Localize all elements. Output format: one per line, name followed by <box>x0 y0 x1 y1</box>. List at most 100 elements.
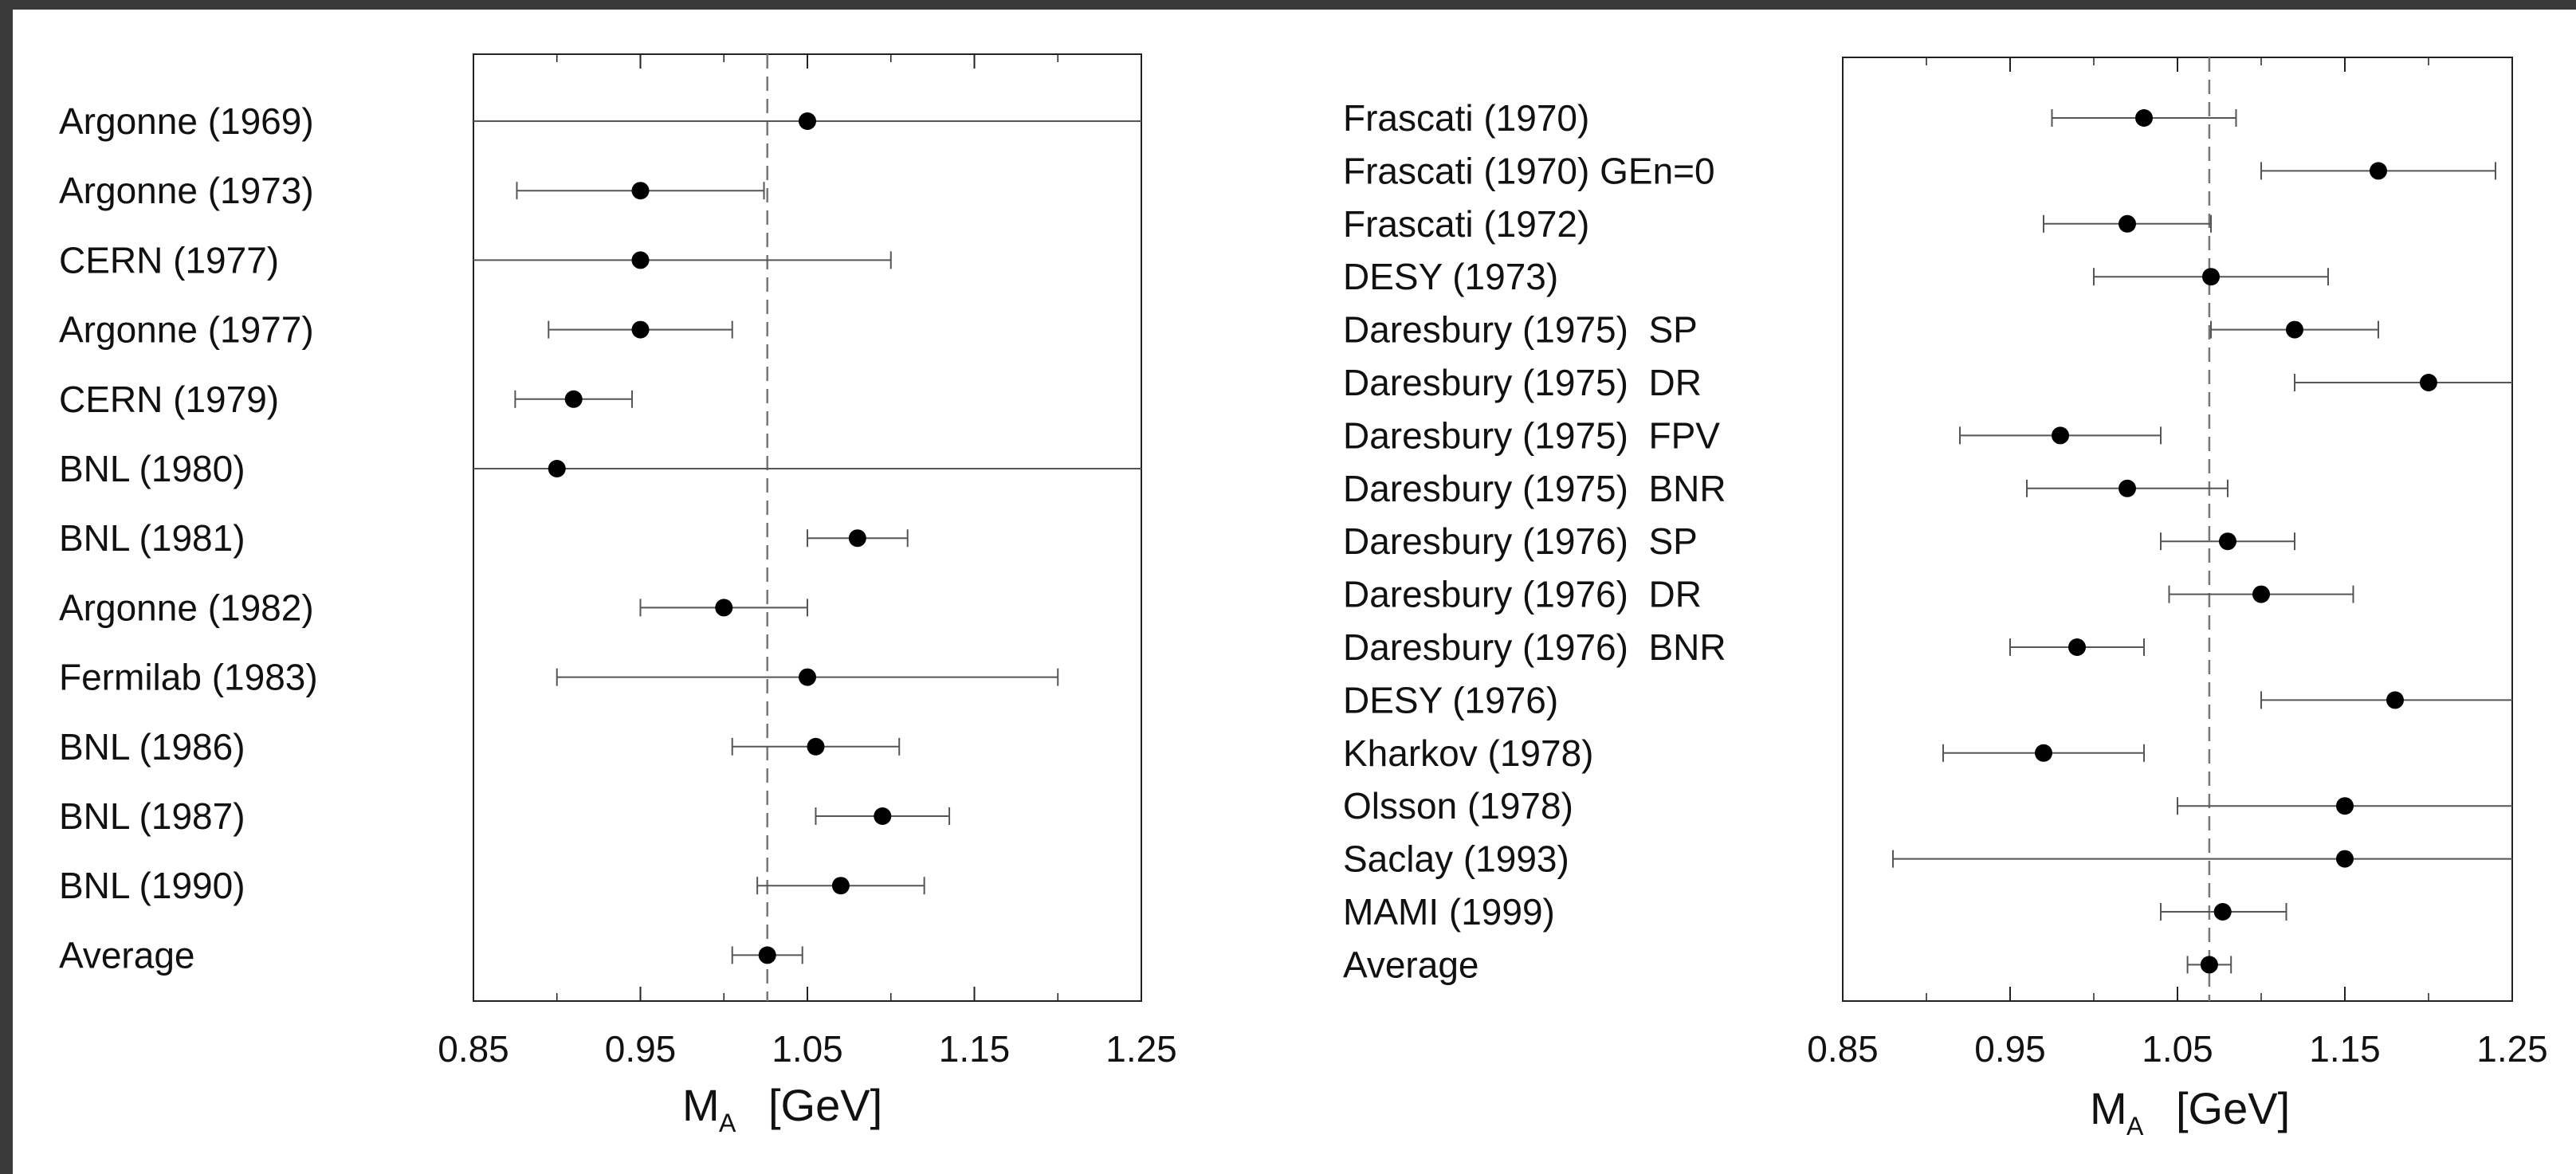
data-point <box>2202 268 2220 286</box>
row-label: Argonne (1982) <box>59 587 314 628</box>
data-point <box>631 320 650 339</box>
data-row: Kharkov (1978) <box>1343 732 2145 774</box>
chart-panel-1: 0.85 0.95 1.05 1.15 1.25 Argonne (1969) Argonn… <box>59 53 1177 1137</box>
row-label: DESY (1976) <box>1343 679 1558 720</box>
row-label: BNL (1987) <box>59 795 245 837</box>
data-row: Average <box>1343 944 2232 985</box>
row-label: BNL (1990) <box>59 865 245 906</box>
row-label: Daresbury (1976) BNR <box>1343 626 1726 668</box>
data-row: Frascati (1970) <box>1343 97 2237 139</box>
row-label: DESY (1973) <box>1343 256 1558 297</box>
x-tick-label: 0.95 <box>605 1028 677 1070</box>
data-row: Argonne (1969) <box>59 100 1141 142</box>
data-row: BNL (1980) <box>59 448 1141 489</box>
data-row: Daresbury (1975) BNR <box>1343 468 2228 509</box>
x-axis-label: M A [GeV] <box>2090 1083 2290 1141</box>
plot-frame <box>473 53 1142 1002</box>
data-row: BNL (1990) <box>59 865 925 906</box>
data-point <box>2420 374 2437 391</box>
data-point <box>2336 850 2354 868</box>
row-label: Frascati (1970) GEn=0 <box>1343 150 1715 191</box>
data-row: Olsson (1978) <box>1343 785 2512 827</box>
data-point <box>2213 903 2232 921</box>
data-point <box>2386 691 2404 709</box>
row-label: BNL (1981) <box>59 517 245 559</box>
x-tick-label: 1.25 <box>2476 1028 2548 1070</box>
data-point <box>2219 532 2236 551</box>
chart-panel-2: 0.85 0.95 1.05 1.15 1.25 Frascati (1970) Frasc… <box>1343 57 2548 1141</box>
data-row: Daresbury (1975) FPV <box>1343 414 2162 456</box>
data-point <box>831 877 850 895</box>
data-point <box>848 529 866 548</box>
row-label: Average <box>59 934 195 976</box>
row-label: Saclay (1993) <box>1343 838 1569 880</box>
row-label: Daresbury (1975) FPV <box>1343 414 1720 456</box>
row-label: Olsson (1978) <box>1343 785 1573 827</box>
row-label: Argonne (1969) <box>59 100 314 142</box>
data-row: MAMI (1999) <box>1343 891 2287 933</box>
row-label: CERN (1979) <box>59 379 279 420</box>
x-axis-label-sub: A <box>719 1109 736 1137</box>
row-label: Daresbury (1976) DR <box>1343 574 1702 615</box>
row-label: Frascati (1970) <box>1343 97 1589 139</box>
data-row: Argonne (1973) <box>59 170 765 211</box>
data-point <box>799 668 816 686</box>
x-tick-label: 1.25 <box>1105 1028 1177 1070</box>
data-row: Argonne (1982) <box>59 587 808 628</box>
data-point <box>715 599 733 617</box>
data-row: Frascati (1970) GEn=0 <box>1343 150 2496 191</box>
data-row: Saclay (1993) <box>1343 838 2512 880</box>
x-tick-label: 1.15 <box>939 1028 1011 1070</box>
x-axis-label-sub: A <box>2126 1112 2144 1141</box>
data-point <box>807 737 825 756</box>
figure-svg: 0.85 0.95 1.05 1.15 1.25 Argonne (1969) Argonn… <box>59 53 2548 1141</box>
x-tick-label: 0.85 <box>438 1028 509 1070</box>
data-row: Daresbury (1975) SP <box>1343 309 2379 351</box>
data-point <box>2336 797 2354 815</box>
data-row: Daresbury (1975) DR <box>1343 362 2512 403</box>
x-axis-label-main: M <box>2090 1083 2127 1133</box>
row-label: Argonne (1973) <box>59 170 314 211</box>
data-point <box>2119 214 2136 233</box>
data-row: Frascati (1972) <box>1343 203 2212 245</box>
data-row: CERN (1977) <box>59 239 892 281</box>
row-label: BNL (1980) <box>59 448 245 489</box>
data-point <box>631 182 650 200</box>
data-row: DESY (1973) <box>1343 256 2329 297</box>
row-label: Fermilab (1983) <box>59 657 318 698</box>
data-row: Daresbury (1976) BNR <box>1343 626 2145 668</box>
data-point <box>2052 426 2069 445</box>
data-row: Daresbury (1976) DR <box>1343 574 2354 615</box>
data-point <box>2135 109 2153 127</box>
data-point <box>799 112 816 130</box>
x-axis-label-unit: [GeV] <box>768 1080 882 1130</box>
figure-canvas: 0.85 0.95 1.05 1.15 1.25 Argonne (1969) Argonn… <box>13 10 2576 1174</box>
data-point <box>874 807 892 825</box>
row-label: BNL (1986) <box>59 726 245 768</box>
data-point <box>2119 479 2136 497</box>
data-row: Average <box>59 934 803 976</box>
row-label: Daresbury (1976) SP <box>1343 520 1698 562</box>
x-tick-label: 1.05 <box>772 1028 843 1070</box>
row-label: Daresbury (1975) BNR <box>1343 468 1726 509</box>
x-axis-label: M A [GeV] <box>682 1080 882 1137</box>
row-label: Daresbury (1975) DR <box>1343 362 1702 403</box>
data-row: BNL (1986) <box>59 726 901 768</box>
row-label: CERN (1977) <box>59 239 279 281</box>
row-label: Average <box>1343 944 1479 985</box>
x-axis-label-unit: [GeV] <box>2176 1083 2290 1133</box>
x-tick-label: 1.15 <box>2309 1028 2381 1070</box>
x-tick-label: 0.95 <box>1974 1028 2046 1070</box>
data-point <box>2370 162 2387 180</box>
row-label: MAMI (1999) <box>1343 891 1555 933</box>
data-point <box>758 946 776 964</box>
x-axis-label-main: M <box>682 1080 720 1130</box>
data-point <box>2252 585 2270 603</box>
row-label: Daresbury (1975) SP <box>1343 309 1698 351</box>
data-point <box>2286 320 2303 339</box>
data-point <box>2068 638 2086 656</box>
data-row: Fermilab (1983) <box>59 657 1059 698</box>
row-label: Frascati (1972) <box>1343 203 1589 245</box>
data-row: CERN (1979) <box>59 379 634 420</box>
row-label: Kharkov (1978) <box>1343 732 1594 774</box>
